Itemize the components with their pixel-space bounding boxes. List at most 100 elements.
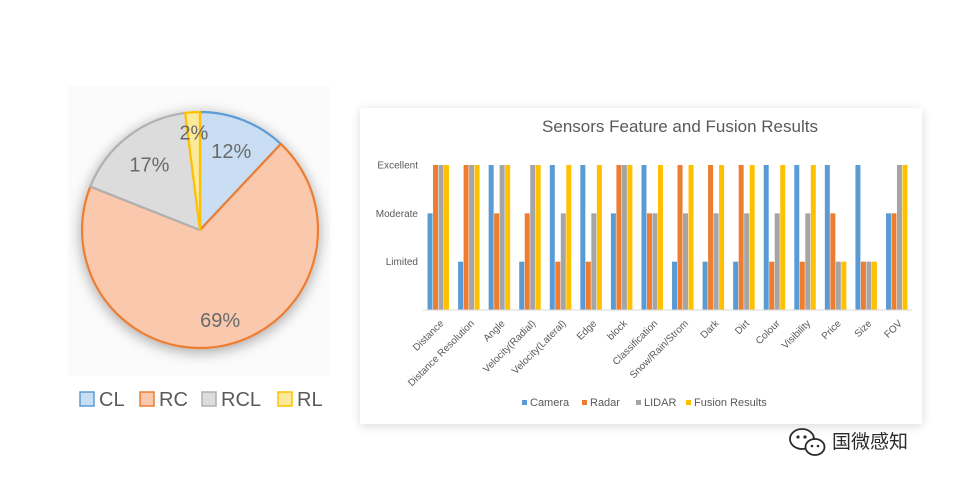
- pie-label-rc: 69%: [200, 310, 240, 332]
- bar-camera-12: [794, 165, 800, 310]
- bar-radar-4: [555, 261, 561, 310]
- bar-radar-12: [799, 261, 805, 310]
- bar-legend-swatch-radar: [582, 400, 587, 405]
- bar-fusion-results-1: [474, 165, 480, 310]
- pie-legend-swatch-rcl: [201, 391, 217, 407]
- bar-legend-swatch-camera: [522, 400, 527, 405]
- bar-legend-swatch-fusion-results: [686, 400, 691, 405]
- bar-fusion-results-4: [566, 165, 572, 310]
- bar-fusion-results-6: [627, 165, 633, 310]
- bar-camera-10: [733, 261, 739, 310]
- bar-fusion-results-0: [444, 165, 450, 310]
- bar-legend-swatch-lidar: [636, 400, 641, 405]
- bar-fusion-results-9: [719, 165, 725, 310]
- pie-slice-rl: [184, 110, 202, 232]
- bar-lidar-9: [713, 213, 719, 310]
- pie-legend-label-rc: RC: [159, 389, 188, 411]
- bar-fusion-results-14: [871, 261, 877, 310]
- pie-label-rcl: 17%: [129, 155, 169, 177]
- bar-chart-title: Sensors Feature and Fusion Results: [542, 117, 818, 136]
- y-tick-label-moderate: Moderate: [376, 209, 419, 220]
- bar-legend-label-fusion-results: Fusion Results: [694, 397, 767, 409]
- bar-lidar-2: [499, 165, 505, 310]
- bar-lidar-12: [805, 213, 811, 310]
- bar-radar-13: [830, 213, 836, 310]
- bar-lidar-15: [896, 165, 902, 310]
- bar-camera-5: [580, 165, 586, 310]
- pie-legend-swatch-cl: [79, 391, 95, 407]
- bar-lidar-0: [438, 165, 444, 310]
- bar-lidar-10: [744, 213, 750, 310]
- bar-camera-8: [672, 261, 678, 310]
- bar-lidar-11: [774, 213, 780, 310]
- bar-radar-3: [524, 213, 530, 310]
- pie-slice-cl: [198, 110, 282, 232]
- bar-lidar-13: [835, 261, 841, 310]
- bar-legend-label-camera: Camera: [530, 397, 570, 409]
- bar-camera-1: [458, 261, 464, 310]
- bar-camera-4: [549, 165, 555, 310]
- bar-y-axis-ticks: Limited Moderate Excellent: [376, 161, 419, 269]
- bar-camera-0: [427, 213, 433, 310]
- pie-legend-label-rcl: RCL: [221, 389, 261, 411]
- watermark-text: 国微感知: [832, 431, 908, 453]
- bar-legend: Camera Radar LIDAR Fusion Results: [522, 397, 767, 409]
- pie-slice-rcl: [89, 111, 202, 232]
- bar-camera-9: [702, 261, 708, 310]
- bar-radar-0: [433, 165, 439, 310]
- y-tick-label-limited: Limited: [386, 257, 418, 268]
- pie-legend-label-cl: CL: [99, 389, 125, 411]
- bar-lidar-1: [469, 165, 475, 310]
- bar-fusion-results-10: [749, 165, 755, 310]
- bar-radar-15: [891, 213, 897, 310]
- bar-lidar-8: [683, 213, 689, 310]
- bar-camera-3: [519, 261, 525, 310]
- bar-radar-11: [769, 261, 775, 310]
- bar-camera-11: [763, 165, 769, 310]
- bar-radar-2: [494, 213, 500, 310]
- y-tick-label-excellent: Excellent: [377, 161, 418, 172]
- pie-legend-swatch-rc: [139, 391, 155, 407]
- pie-slice-rc: [80, 142, 320, 350]
- bar-camera-7: [641, 165, 647, 310]
- bar-camera-14: [855, 165, 861, 310]
- bar-legend-label-radar: Radar: [590, 397, 620, 409]
- pie-labels: 12% 69% 17% 2%: [129, 122, 251, 331]
- bar-lidar-14: [866, 261, 872, 310]
- bar-radar-10: [738, 165, 744, 310]
- bar-fusion-results-13: [841, 261, 847, 310]
- pie-legend-swatch-rl: [277, 391, 293, 407]
- pie-chart-panel: 12% 69% 17% 2% CL RC RCL RL: [68, 86, 330, 411]
- bar-fusion-results-2: [505, 165, 511, 310]
- pie-label-rl: 2%: [179, 122, 208, 144]
- bar-camera-2: [488, 165, 494, 310]
- bar-camera-6: [610, 213, 616, 310]
- wechat-icon: [789, 428, 826, 456]
- bar-fusion-results-12: [810, 165, 816, 310]
- bar-camera-13: [824, 165, 830, 310]
- bar-radar-14: [860, 261, 866, 310]
- bar-radar-5: [585, 261, 591, 310]
- bar-radar-6: [616, 165, 622, 310]
- bar-lidar-7: [652, 213, 658, 310]
- pie-slices: [80, 110, 320, 350]
- bar-fusion-results-7: [657, 165, 663, 310]
- pie-legend: CL RC RCL RL: [79, 389, 323, 411]
- bar-lidar-4: [560, 213, 566, 310]
- bar-radar-1: [463, 165, 469, 310]
- bar-radar-9: [708, 165, 714, 310]
- bar-radar-8: [677, 165, 683, 310]
- bar-fusion-results-3: [535, 165, 541, 310]
- pie-label-cl: 12%: [211, 141, 251, 163]
- bar-camera-15: [885, 213, 891, 310]
- pie-legend-label-rl: RL: [297, 389, 323, 411]
- bar-fusion-results-8: [688, 165, 694, 310]
- bar-fusion-results-5: [596, 165, 602, 310]
- bar-fusion-results-15: [902, 165, 908, 310]
- bar-fusion-results-11: [780, 165, 786, 310]
- bar-marks: [427, 165, 908, 310]
- watermark: 国微感知: [789, 428, 908, 456]
- bar-lidar-5: [591, 213, 597, 310]
- bar-chart-panel: Sensors Feature and Fusion Results Limit…: [360, 108, 922, 424]
